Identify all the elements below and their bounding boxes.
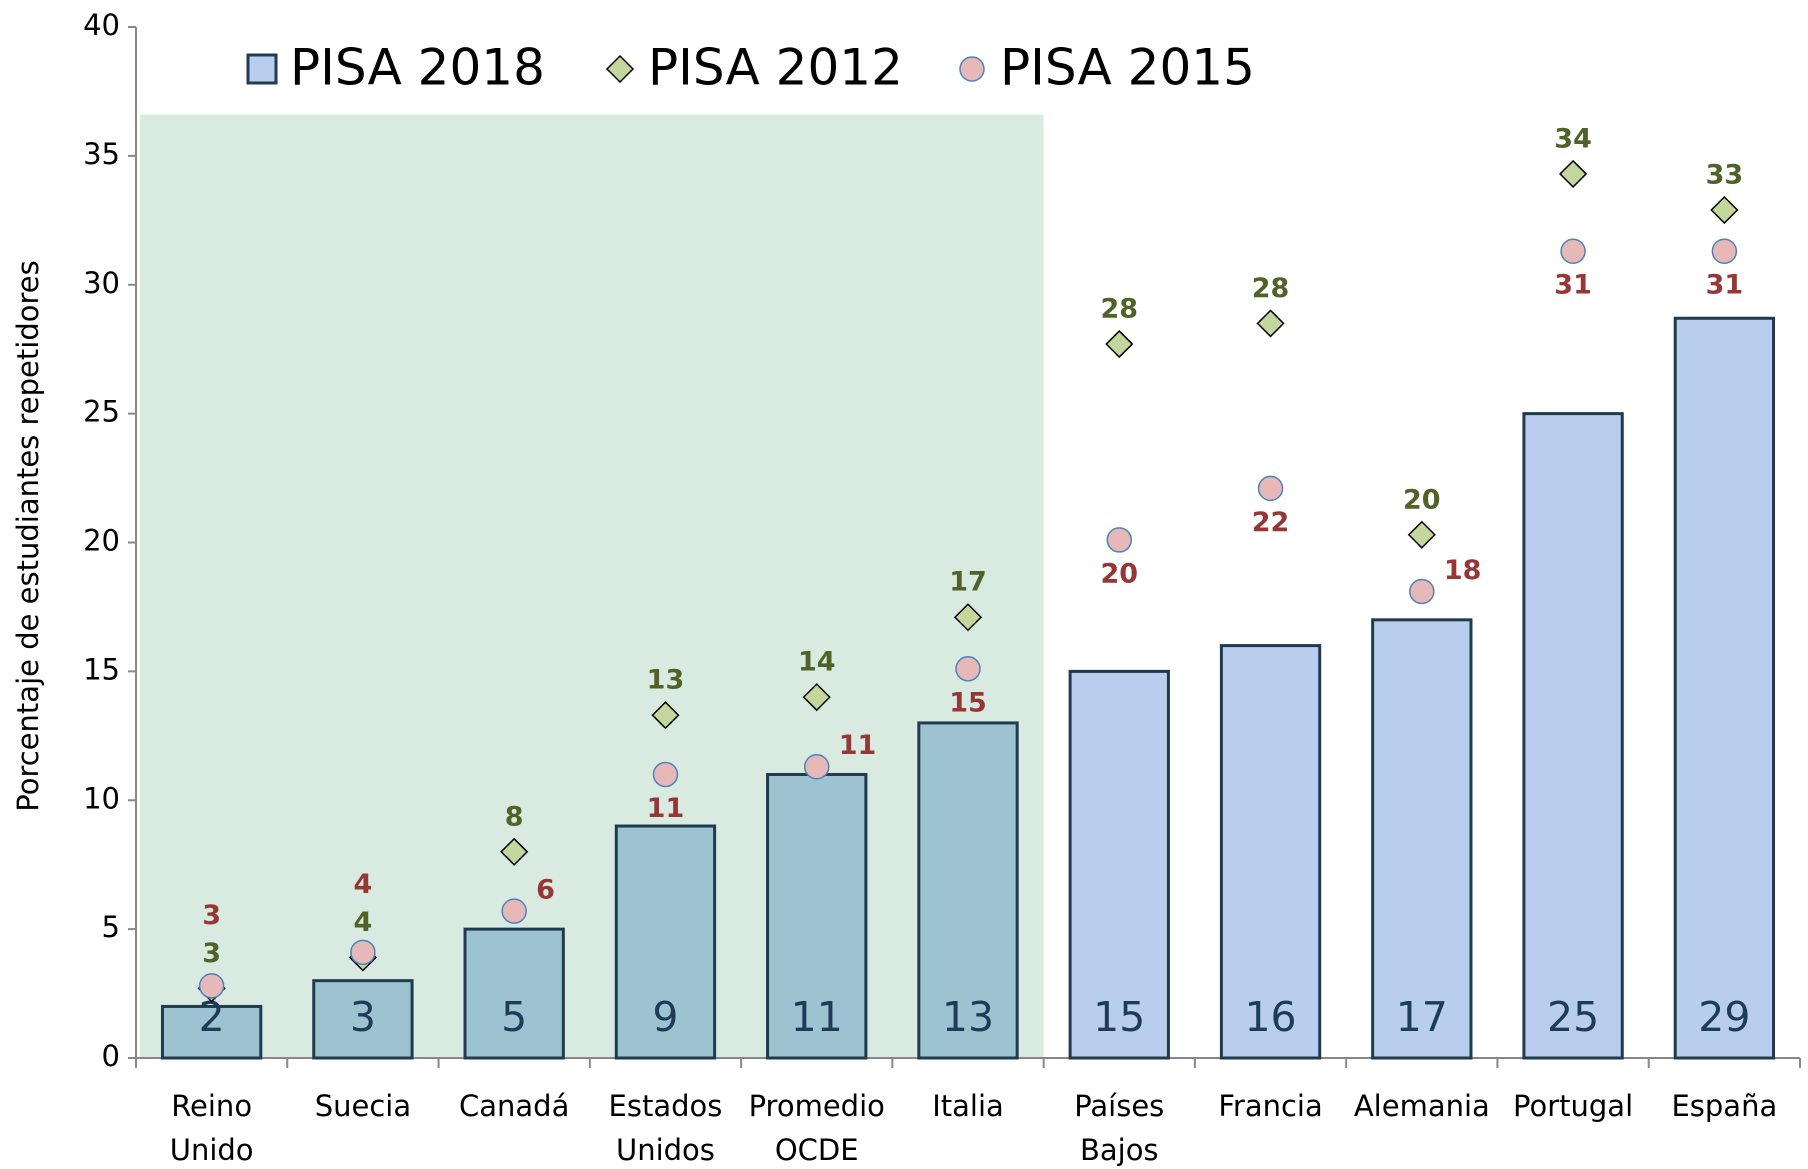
bar-label: 29 xyxy=(1698,993,1750,1041)
x-tick-label: Portugal xyxy=(1513,1089,1633,1123)
bar-label: 17 xyxy=(1396,993,1448,1041)
bar xyxy=(1673,316,1776,1060)
y-tick-label: 10 xyxy=(83,781,120,815)
point-label: 11 xyxy=(647,793,685,824)
point-label: 34 xyxy=(1554,123,1592,154)
circle-marker xyxy=(1257,475,1284,502)
y-tick-label: 20 xyxy=(83,524,120,558)
point-label: 28 xyxy=(1100,294,1138,325)
x-tick-label: Estados Unidos xyxy=(609,1089,723,1167)
x-tick-label: España xyxy=(1671,1089,1777,1123)
diamond-marker xyxy=(651,701,680,730)
diamond-marker xyxy=(1407,520,1436,549)
y-tick-label: 40 xyxy=(83,8,120,42)
diamond-marker xyxy=(1559,159,1588,188)
circle-marker xyxy=(198,973,225,999)
point-label: 4 xyxy=(354,869,373,900)
diamond-marker xyxy=(953,603,983,632)
legend-label: PISA 2018 xyxy=(290,39,545,97)
bar-label: 16 xyxy=(1244,993,1296,1041)
diamond-marker xyxy=(802,683,831,712)
point-label: 14 xyxy=(798,647,836,678)
bar xyxy=(614,824,717,1060)
point-label: 31 xyxy=(1554,270,1592,301)
point-label: 33 xyxy=(1706,160,1744,191)
y-tick-label: 5 xyxy=(102,910,120,944)
circle-marker xyxy=(1106,527,1133,553)
point-label: 13 xyxy=(647,665,685,696)
circle-marker xyxy=(803,753,830,780)
x-tick-label: Alemania xyxy=(1354,1089,1490,1123)
bar-label: 15 xyxy=(1093,993,1145,1041)
x-tick-label: Promedio OCDE xyxy=(749,1089,885,1167)
circle-marker xyxy=(1409,578,1435,605)
bar xyxy=(917,721,1019,1060)
diamond-marker xyxy=(500,837,529,866)
point-label: 17 xyxy=(949,567,987,598)
bar-label: 5 xyxy=(501,993,527,1041)
y-tick-label: 35 xyxy=(83,137,120,171)
circle-marker xyxy=(501,898,527,924)
x-tick-label: Italia xyxy=(932,1089,1004,1123)
bar xyxy=(1219,644,1322,1060)
y-axis-label: Porcentaje de estudiantes repetidores xyxy=(11,260,45,811)
point-label: 20 xyxy=(1403,484,1441,515)
bar xyxy=(160,1004,263,1060)
point-label: 15 xyxy=(949,687,987,718)
point-label: 3 xyxy=(202,938,221,969)
point-label: 18 xyxy=(1444,555,1482,586)
point-label: 3 xyxy=(202,900,221,931)
bar xyxy=(1522,412,1624,1060)
diamond-marker xyxy=(1256,309,1285,338)
bar xyxy=(463,927,565,1060)
circle-marker xyxy=(1560,238,1586,264)
legend-label: PISA 2015 xyxy=(1000,39,1255,97)
point-label: 11 xyxy=(839,730,877,761)
y-tick-label: 25 xyxy=(83,395,120,429)
x-tick-label: Francia xyxy=(1218,1089,1322,1123)
bar xyxy=(312,979,414,1060)
x-tick-label: Reino Unido xyxy=(170,1089,254,1167)
point-label: 28 xyxy=(1252,273,1290,304)
legend-swatch xyxy=(246,53,278,85)
legend-swatch xyxy=(959,56,985,82)
bar-label: 9 xyxy=(652,993,678,1041)
point-label: 6 xyxy=(536,875,555,906)
bar xyxy=(1371,618,1473,1060)
point-label: 4 xyxy=(354,907,373,938)
x-tick-label: Países Bajos xyxy=(1074,1089,1164,1167)
point-label: 20 xyxy=(1100,558,1138,589)
circle-marker xyxy=(1711,238,1738,264)
bar-label: 11 xyxy=(791,993,843,1041)
y-tick-label: 30 xyxy=(83,266,120,300)
bar xyxy=(766,772,868,1060)
bar-label: 25 xyxy=(1547,993,1599,1041)
point-label: 8 xyxy=(505,801,524,832)
point-label: 31 xyxy=(1706,270,1744,301)
bar-label: 13 xyxy=(942,993,994,1041)
circle-marker xyxy=(350,939,376,966)
bar xyxy=(1068,669,1170,1060)
y-tick-label: 15 xyxy=(83,652,120,686)
legend-label: PISA 2012 xyxy=(648,39,903,97)
highlight-region xyxy=(140,114,1044,1058)
point-label: 22 xyxy=(1252,507,1290,538)
diamond-marker xyxy=(1710,195,1739,225)
x-tick-label: Canadá xyxy=(459,1089,569,1123)
diamond-marker xyxy=(1105,329,1134,359)
bar-label: 3 xyxy=(350,993,376,1041)
y-tick-label: 0 xyxy=(102,1039,120,1073)
circle-marker xyxy=(652,761,679,788)
legend-swatch xyxy=(605,54,635,84)
circle-marker xyxy=(955,656,981,682)
x-tick-label: Suecia xyxy=(315,1089,411,1123)
